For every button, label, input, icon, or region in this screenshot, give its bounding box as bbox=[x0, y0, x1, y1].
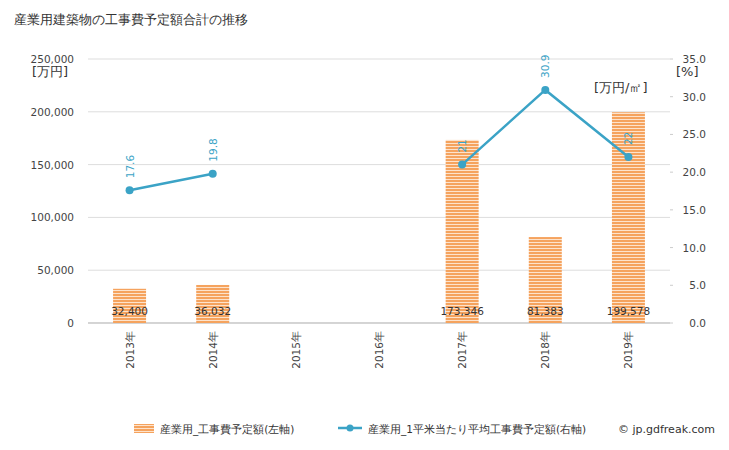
bar-label: 199,578 bbox=[607, 305, 650, 317]
line-label: 21 bbox=[456, 139, 468, 152]
line-label: 17.6 bbox=[124, 155, 136, 179]
y2-tick bbox=[670, 134, 673, 135]
legend-marker bbox=[347, 425, 354, 432]
bar-label: 36,032 bbox=[194, 305, 231, 317]
y2-tick-label: 5.0 bbox=[689, 279, 706, 291]
y2-tick-label: 0.0 bbox=[689, 317, 706, 329]
y-tick-label: 0 bbox=[67, 317, 74, 329]
grid-line bbox=[88, 217, 670, 218]
x-tick-label: 2017年 bbox=[456, 331, 468, 369]
line bbox=[130, 90, 629, 190]
title: 産業用建築物の工事費予定額合計の推移 bbox=[14, 12, 248, 27]
y2-tick bbox=[670, 172, 673, 173]
plot-marks bbox=[113, 86, 645, 323]
y2-tick bbox=[670, 285, 673, 286]
y2-tick-label: 20.0 bbox=[683, 166, 706, 178]
line-marker bbox=[209, 170, 217, 178]
y2-tick-label: 30.0 bbox=[683, 91, 706, 103]
y2-label: [万円/㎡] bbox=[594, 80, 648, 95]
bar bbox=[196, 285, 229, 323]
x-axis bbox=[88, 323, 670, 324]
y2-tick-label: 10.0 bbox=[683, 242, 706, 254]
x-tick-label: 2018年 bbox=[539, 331, 551, 369]
x-tick-label: 2016年 bbox=[373, 331, 385, 369]
bar-label: 32,400 bbox=[111, 305, 148, 317]
y2-tick bbox=[670, 323, 673, 324]
x-tick-label: 2014年 bbox=[207, 331, 219, 369]
grid-line bbox=[88, 270, 670, 271]
y-tick-label: 50,000 bbox=[37, 264, 74, 276]
y2-tick bbox=[670, 96, 673, 97]
y2-tick bbox=[670, 59, 673, 60]
line-label: 22 bbox=[622, 132, 634, 145]
x-tick-label: 2015年 bbox=[290, 331, 302, 369]
y2-unit: [%] bbox=[676, 64, 699, 79]
line-marker bbox=[458, 161, 466, 169]
line-marker bbox=[126, 186, 134, 194]
y2-tick-label: 25.0 bbox=[683, 128, 706, 140]
grid-line bbox=[88, 323, 670, 324]
line-label: 30.9 bbox=[539, 55, 551, 78]
y-tick-label: 150,000 bbox=[31, 159, 74, 171]
y-tick-label: 250,000 bbox=[31, 53, 74, 65]
grid-line bbox=[88, 164, 670, 165]
y-tick-label: 200,000 bbox=[31, 106, 74, 118]
y2-tick-label: 35.0 bbox=[683, 53, 706, 65]
legend-swatch bbox=[134, 424, 154, 433]
legend-label: 産業用_1平米当たり平均工事費予定額(右軸) bbox=[368, 423, 586, 436]
grid-line bbox=[88, 59, 670, 60]
chart: 産業用建築物の工事費予定額合計の推移 [万円] [万円/㎡] [%] 0 50,000 10… bbox=[0, 0, 729, 450]
y-tick-label: 100,000 bbox=[31, 211, 74, 223]
line-marker bbox=[541, 86, 549, 94]
y2-tick bbox=[670, 209, 673, 210]
bar-label: 81,383 bbox=[527, 305, 564, 317]
y2-tick-label: 15.0 bbox=[683, 204, 706, 216]
x-tick-label: 2013年 bbox=[124, 331, 136, 369]
bar bbox=[446, 140, 479, 323]
y-label: [万円] bbox=[32, 64, 68, 79]
x-tick-label: 2019年 bbox=[622, 331, 634, 369]
y2-tick bbox=[670, 247, 673, 248]
bar-label: 173,346 bbox=[440, 305, 484, 317]
line-marker bbox=[624, 153, 632, 161]
bar bbox=[612, 112, 645, 323]
grid-line bbox=[88, 111, 670, 112]
line-label: 19.8 bbox=[207, 138, 219, 161]
source: © jp.gdfreak.com bbox=[618, 423, 715, 436]
legend-label: 産業用_工事費予定額(左軸) bbox=[160, 423, 294, 436]
